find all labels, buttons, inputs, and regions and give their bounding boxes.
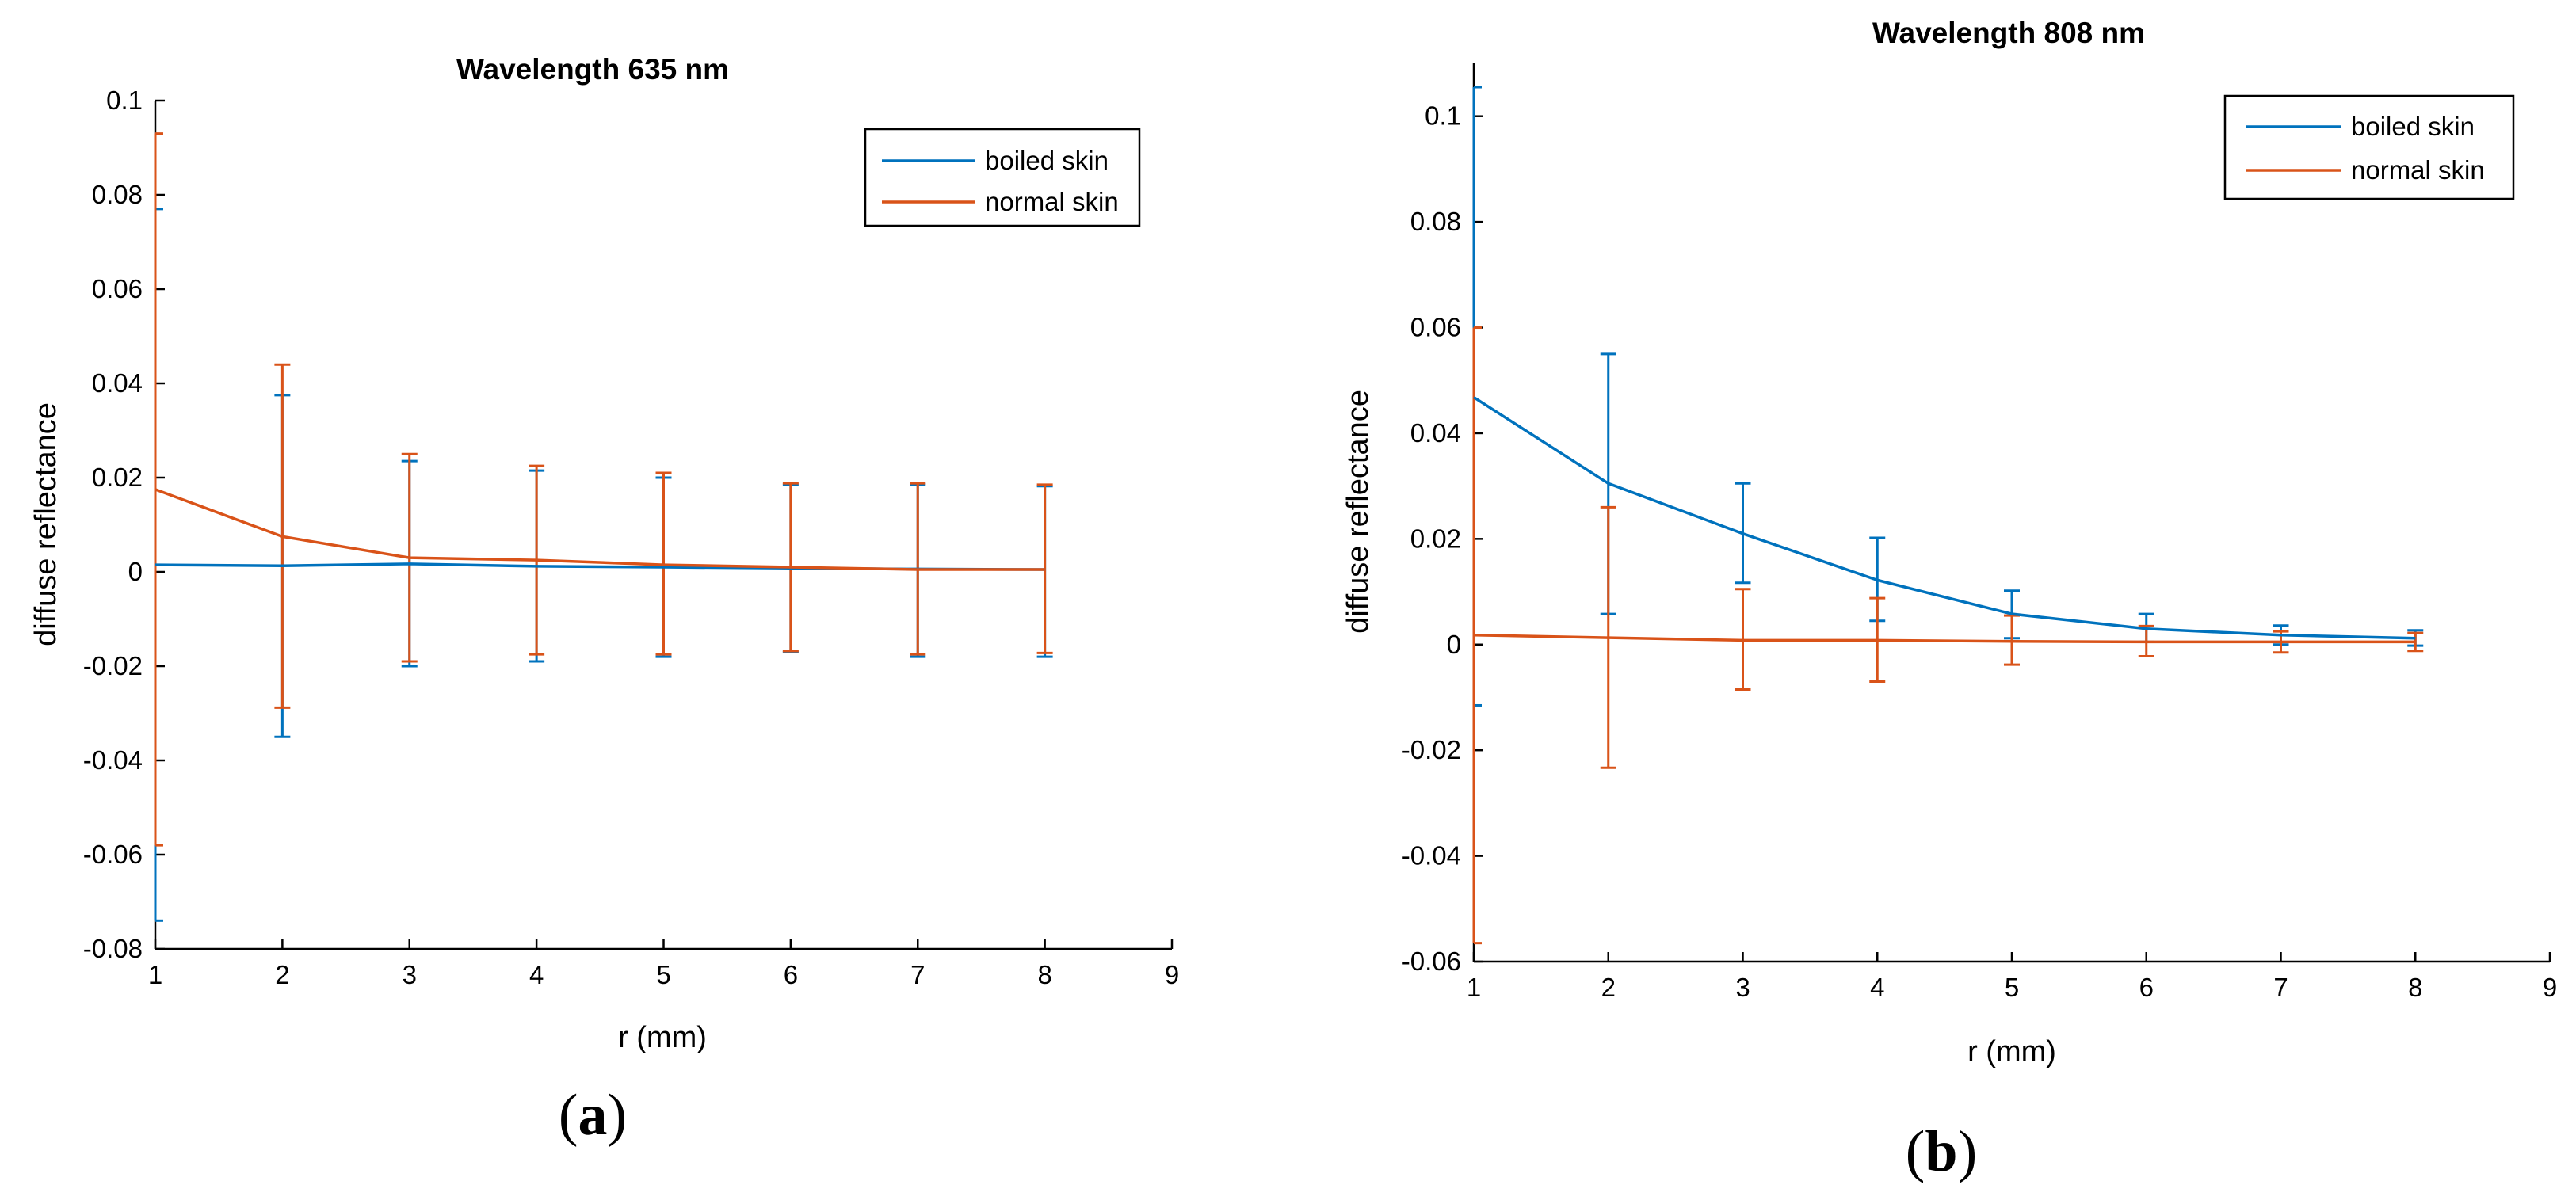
- y-tick-label-b-4: 0.02: [1410, 524, 1461, 553]
- y-axis-label-a: diffuse reflectance: [29, 402, 63, 646]
- x-tick-label-b-3: 4: [1870, 973, 1884, 1002]
- y-tick-label-a-4: 0: [128, 557, 143, 586]
- y-tick-label-a-6: 0.04: [92, 368, 143, 398]
- x-axis-label-a: r (mm): [618, 1021, 707, 1054]
- legend-a: boiled skin normal skin: [864, 128, 1141, 227]
- y-tick-label-a-8: 0.08: [92, 180, 143, 209]
- x-tick-label-a-8: 9: [1165, 960, 1179, 989]
- legend-label-normal-a: normal skin: [985, 187, 1119, 216]
- legend-label-boiled-a: boiled skin: [985, 146, 1109, 175]
- y-tick-label-b-5: 0.04: [1410, 418, 1461, 448]
- panel-tag-b: (b): [1906, 1119, 1977, 1184]
- y-tick-label-a-5: 0.02: [92, 463, 143, 492]
- x-tick-label-b-7: 8: [2408, 973, 2422, 1002]
- legend-box-b: [2223, 94, 2515, 200]
- x-tick-label-a-6: 7: [910, 960, 925, 989]
- x-tick-label-b-1: 2: [1601, 973, 1616, 1002]
- panel-tag-letter-b: b: [1925, 1119, 1957, 1184]
- x-axis-label-b: r (mm): [1967, 1035, 2056, 1069]
- chart-title-b: Wavelength 808 nm: [1872, 17, 2145, 49]
- y-tick-label-a-0: -0.08: [83, 934, 143, 963]
- x-tick-label-a-5: 6: [784, 960, 798, 989]
- error-bars-b: [1472, 86, 2424, 945]
- panel-tag-letter-a: a: [578, 1083, 608, 1148]
- x-tick-label-a-0: 1: [148, 960, 162, 989]
- y-tick-label-b-8: 0.1: [1425, 101, 1461, 131]
- x-tick-label-a-1: 2: [275, 960, 289, 989]
- y-ticks-b: -0.06 -0.04 -0.02 0 0.02 0.04 0.06 0.08 0.1: [1402, 101, 1483, 976]
- legend-label-boiled-b: boiled skin: [2351, 112, 2475, 141]
- series-lines-b: [1473, 396, 2416, 644]
- series-line-boiled-b: [1473, 396, 2416, 640]
- x-tick-label-b-5: 6: [2139, 973, 2154, 1002]
- legend-box-a: [864, 128, 1141, 227]
- series-lines-a: [155, 488, 1045, 571]
- y-axis-label-b: diffuse reflectance: [1341, 390, 1375, 634]
- y-tick-label-b-1: -0.04: [1402, 841, 1461, 870]
- y-tick-label-a-9: 0.1: [106, 86, 143, 115]
- panel-tag-a: (a): [559, 1083, 627, 1148]
- y-tick-label-b-6: 0.06: [1410, 313, 1461, 342]
- x-tick-label-a-4: 5: [656, 960, 670, 989]
- chart-title-a: Wavelength 635 nm: [456, 53, 729, 86]
- y-tick-label-a-2: -0.04: [83, 745, 143, 775]
- y-tick-label-a-3: -0.02: [83, 651, 143, 680]
- error-bars-a: [154, 132, 1053, 922]
- series-line-normal-a: [155, 488, 1045, 571]
- x-tick-label-b-0: 1: [1467, 973, 1481, 1002]
- y-tick-label-a-7: 0.06: [92, 274, 143, 303]
- x-tick-label-b-6: 7: [2273, 973, 2288, 1002]
- x-tick-label-b-4: 5: [2005, 973, 2019, 1002]
- x-tick-label-a-2: 3: [403, 960, 417, 989]
- x-tick-label-a-3: 4: [529, 960, 544, 989]
- series-line-normal-b: [1473, 634, 2416, 644]
- y-ticks-a: -0.08 -0.06 -0.04 -0.02 0 0.02 0.04 0.06 0.08 0.1: [83, 86, 165, 963]
- x-ticks-b: 1 2 3 4 5 6 7 8 9: [1467, 952, 2557, 1002]
- y-tick-label-b-2: -0.02: [1402, 735, 1461, 764]
- x-ticks-a: 1 2 3 4 5 6 7 8 9: [148, 939, 1179, 989]
- x-tick-label-a-7: 8: [1037, 960, 1051, 989]
- y-tick-label-b-0: -0.06: [1402, 947, 1461, 976]
- x-tick-label-b-8: 9: [2543, 973, 2557, 1002]
- legend-b: boiled skin normal skin: [2223, 94, 2515, 200]
- x-tick-label-b-2: 3: [1735, 973, 1750, 1002]
- y-tick-label-a-1: -0.06: [83, 840, 143, 869]
- legend-label-normal-b: normal skin: [2351, 155, 2485, 185]
- y-tick-label-b-3: 0: [1447, 630, 1461, 659]
- y-tick-label-b-7: 0.08: [1410, 207, 1461, 236]
